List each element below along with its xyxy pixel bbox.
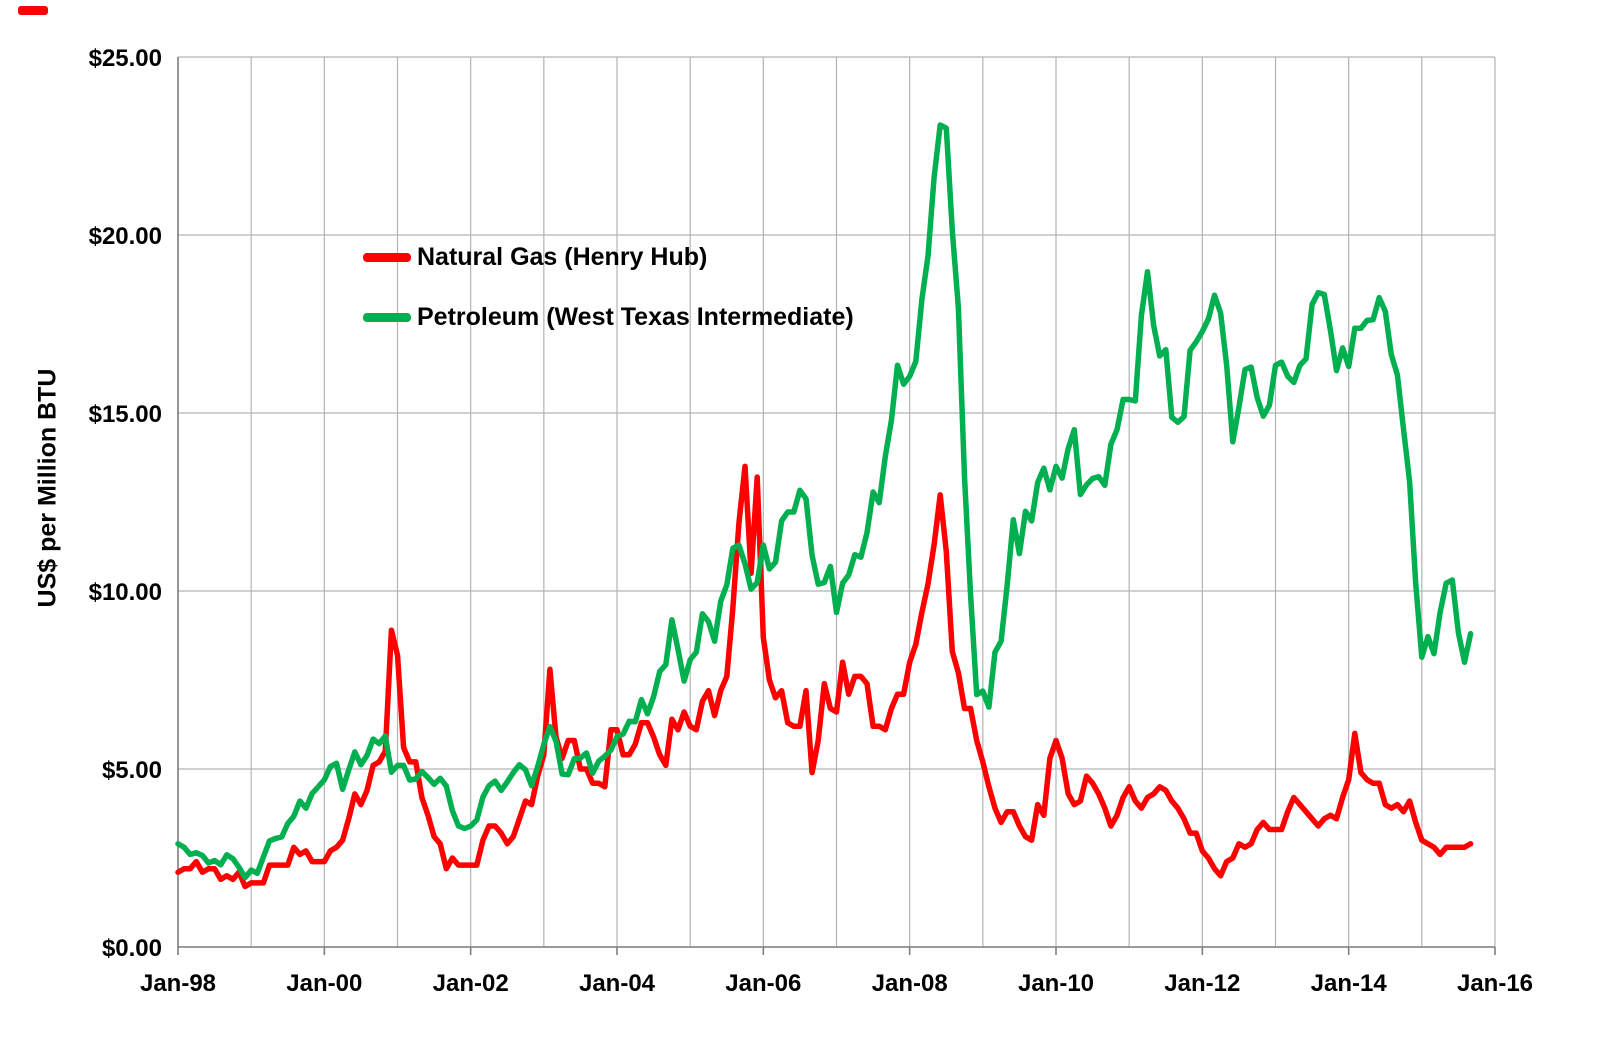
x-tick-label: Jan-08: [872, 970, 948, 997]
legend-item-petroleum: Petroleum (West Texas Intermediate): [363, 295, 854, 339]
legend-item-natural-gas: Natural Gas (Henry Hub): [363, 235, 854, 279]
petroleum-line-swatch: [363, 312, 411, 322]
legend-label-natural-gas: Natural Gas (Henry Hub): [417, 242, 708, 271]
y-tick-label: $20.00: [89, 223, 162, 250]
x-tick-label: Jan-06: [725, 970, 801, 997]
x-tick-label: Jan-02: [433, 970, 509, 997]
series-line-petroleum: [175, 122, 1474, 881]
x-tick-label: Jan-98: [140, 970, 216, 997]
x-tick-label: Jan-00: [286, 970, 362, 997]
y-tick-label: $25.00: [89, 45, 162, 72]
x-tick-label: Jan-16: [1457, 970, 1533, 997]
x-tick-label: Jan-10: [1018, 970, 1094, 997]
x-tick-label: Jan-04: [579, 970, 656, 997]
y-tick-label: $10.00: [89, 579, 162, 606]
y-tick-label: $15.00: [89, 401, 162, 428]
x-tick-label: Jan-12: [1164, 970, 1240, 997]
corner-mark: [18, 6, 48, 15]
chart-legend: Natural Gas (Henry Hub) Petroleum (West …: [363, 235, 854, 339]
y-axis-title: US$ per Million BTU: [33, 368, 62, 608]
legend-label-petroleum: Petroleum (West Texas Intermediate): [417, 302, 854, 331]
y-tick-label: $0.00: [102, 935, 162, 962]
series-line-natural-gas: [175, 463, 1474, 890]
natural-gas-line-swatch: [363, 252, 411, 262]
x-tick-label: Jan-14: [1311, 970, 1388, 997]
y-tick-label: $5.00: [102, 757, 162, 784]
